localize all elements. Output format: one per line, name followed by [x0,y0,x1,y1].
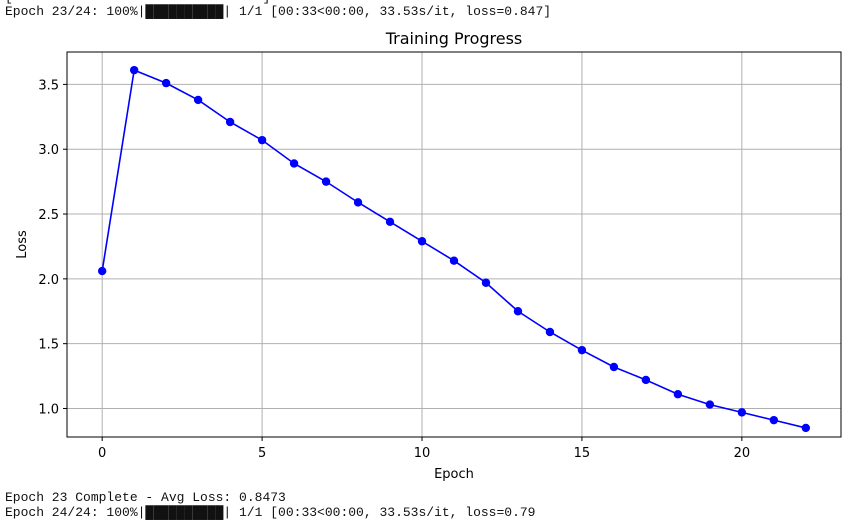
x-tick-label: 5 [258,446,266,461]
data-point [129,65,139,75]
data-point [641,375,651,385]
data-point [321,177,331,186]
data-point [577,345,587,355]
y-tick-label: 2.0 [38,273,59,288]
epoch-complete-line: Epoch 23 Complete - Avg Loss: 0.8473 [5,490,286,505]
data-point [225,117,235,127]
data-point [705,400,715,409]
loss-series [101,69,807,429]
data-point [769,415,779,425]
y-tick-label: 1.0 [38,402,59,417]
data-point [385,217,395,227]
chart-title: Training Progress [385,29,523,48]
data-point [257,135,267,145]
axes-frame [66,51,842,438]
x-tick-label: 0 [98,446,106,461]
terminal-cut-line: Epoch 24/24: 100%|██████████| 1/1 [00:33… [5,505,536,520]
data-point [417,237,427,246]
data-point [449,256,459,265]
data-point [97,266,107,276]
y-tick-label: 1.5 [38,338,59,353]
data-point [801,423,811,433]
y-tick-label: 3.5 [38,78,59,93]
y-axis-label: Loss [15,230,30,259]
terminal-cut-line: [ ] [5,0,270,5]
data-point [353,198,363,207]
grid [67,52,841,437]
data-point [545,327,555,337]
data-point [737,408,747,417]
data-point [609,362,619,372]
x-tick-label: 20 [734,446,751,461]
progress-bar-line: Epoch 23/24: 100%|██████████| 1/1 [00:33… [5,4,552,19]
x-tick-label: 10 [414,446,431,461]
data-point [513,307,523,316]
loss-markers [97,65,811,433]
x-tick-label: 15 [574,446,591,461]
data-point [193,95,203,105]
x-axis-label: Epoch [434,467,474,482]
data-point [161,78,171,88]
data-point [673,390,683,399]
loss-line [101,69,807,429]
y-tick-label: 2.5 [38,208,59,223]
data-point [481,278,491,287]
data-point [289,159,299,168]
y-tick-label: 3.0 [38,143,59,158]
ticks: 0 5 10 15 20 1.0 1.5 2.0 2.5 3.0 3.5 [38,78,750,461]
